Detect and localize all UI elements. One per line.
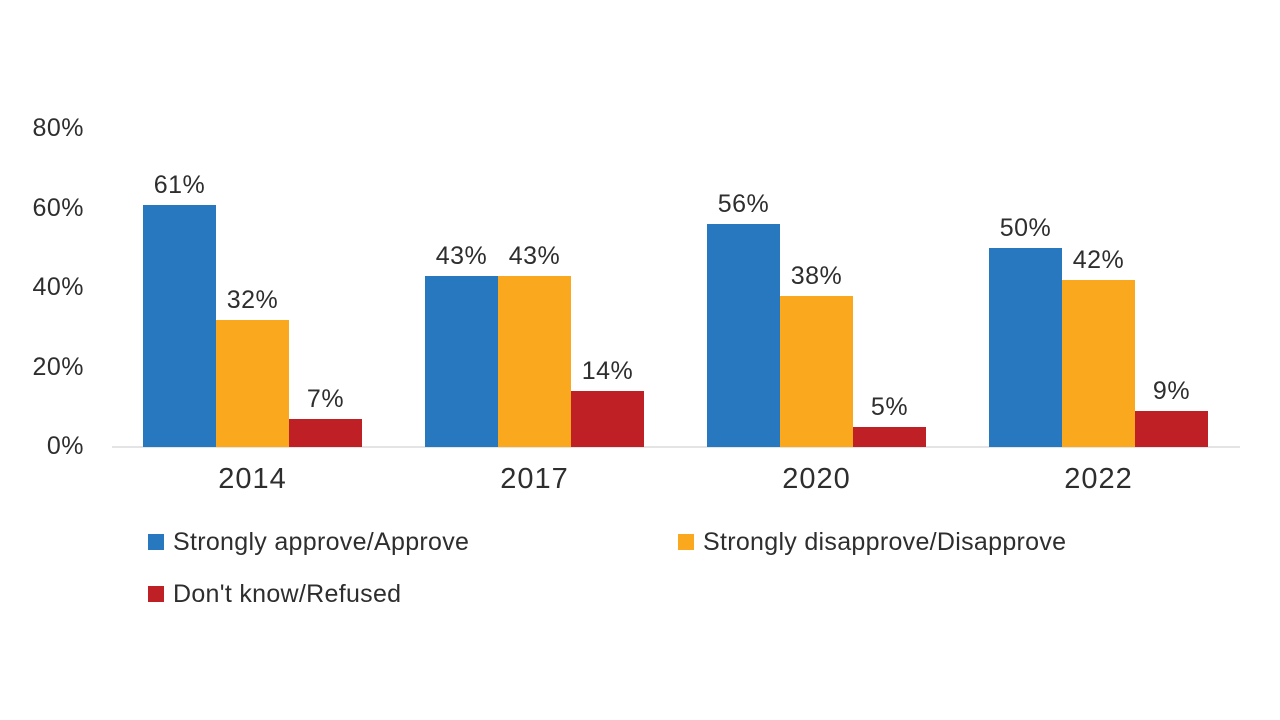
y-tick-label: 80% bbox=[32, 114, 84, 142]
legend-label: Don't know/Refused bbox=[173, 579, 402, 608]
bar bbox=[425, 276, 498, 447]
bar-with-label: 38% bbox=[780, 262, 853, 447]
data-label: 14% bbox=[581, 357, 634, 386]
bar-with-label: 50% bbox=[989, 214, 1062, 447]
bar bbox=[571, 391, 644, 447]
bar bbox=[853, 427, 926, 447]
x-axis-line bbox=[112, 446, 1240, 448]
bar-with-label: 61% bbox=[143, 171, 216, 447]
legend-label: Strongly disapprove/Disapprove bbox=[703, 527, 1067, 556]
bar bbox=[216, 319, 289, 447]
bar-group: 61% 32% 7% bbox=[143, 107, 362, 447]
bar-with-label: 7% bbox=[289, 385, 362, 447]
data-label: 32% bbox=[226, 285, 279, 314]
bar bbox=[498, 276, 571, 447]
y-tick-label: 60% bbox=[32, 193, 84, 222]
data-label: 50% bbox=[999, 214, 1052, 243]
bar-with-label: 42% bbox=[1062, 246, 1135, 447]
legend-item: Strongly approve/Approve bbox=[148, 527, 678, 557]
bar-group: 50% 42% 9% bbox=[989, 107, 1208, 447]
bar bbox=[989, 248, 1062, 447]
bar-with-label: 56% bbox=[707, 190, 780, 447]
legend-item: Don't know/Refused bbox=[148, 579, 678, 609]
data-label: 38% bbox=[790, 261, 843, 290]
data-label: 5% bbox=[870, 393, 909, 422]
x-tick-label: 2014 bbox=[218, 463, 287, 495]
x-tick-label: 2017 bbox=[500, 463, 569, 495]
y-tick-label: 40% bbox=[32, 273, 84, 301]
bar bbox=[289, 419, 362, 447]
data-label: 56% bbox=[717, 190, 770, 219]
bar bbox=[1062, 280, 1135, 447]
data-label: 7% bbox=[306, 385, 345, 414]
bar-with-label: 14% bbox=[571, 357, 644, 447]
legend-swatch bbox=[148, 586, 164, 602]
bar bbox=[1135, 411, 1208, 447]
bar-with-label: 43% bbox=[498, 242, 571, 447]
legend-label: Strongly approve/Approve bbox=[173, 527, 470, 556]
bar-with-label: 32% bbox=[216, 286, 289, 447]
bar bbox=[780, 295, 853, 447]
y-tick-label: 20% bbox=[32, 352, 84, 381]
bar-group: 43% 43% 14% bbox=[425, 107, 644, 447]
bar bbox=[707, 224, 780, 447]
bar-with-label: 9% bbox=[1135, 377, 1208, 447]
bar-with-label: 43% bbox=[425, 242, 498, 447]
data-label: 43% bbox=[508, 242, 561, 271]
bar-group: 56% 38% 5% bbox=[707, 107, 926, 447]
bar bbox=[143, 204, 216, 447]
bar-with-label: 5% bbox=[853, 393, 926, 447]
data-label: 9% bbox=[1152, 377, 1191, 406]
legend-swatch bbox=[148, 534, 164, 550]
y-tick-label: 0% bbox=[46, 432, 84, 460]
legend-swatch bbox=[678, 534, 694, 550]
data-label: 42% bbox=[1072, 246, 1125, 275]
x-tick-label: 2022 bbox=[1064, 463, 1133, 495]
data-label: 61% bbox=[153, 170, 206, 199]
legend: Strongly approve/Approve Strongly disappr… bbox=[148, 527, 1208, 631]
legend-item: Strongly disapprove/Disapprove bbox=[678, 527, 1208, 557]
x-tick-label: 2020 bbox=[782, 463, 851, 495]
data-label: 43% bbox=[435, 242, 488, 271]
